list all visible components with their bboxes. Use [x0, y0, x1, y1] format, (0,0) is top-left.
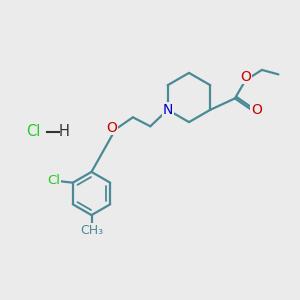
- Text: Cl: Cl: [26, 124, 41, 140]
- Text: O: O: [240, 70, 251, 84]
- Text: O: O: [106, 121, 117, 135]
- Text: N: N: [163, 103, 173, 117]
- Text: H: H: [59, 124, 70, 140]
- Text: O: O: [251, 103, 262, 117]
- Text: Cl: Cl: [47, 174, 60, 187]
- Text: CH₃: CH₃: [80, 224, 103, 237]
